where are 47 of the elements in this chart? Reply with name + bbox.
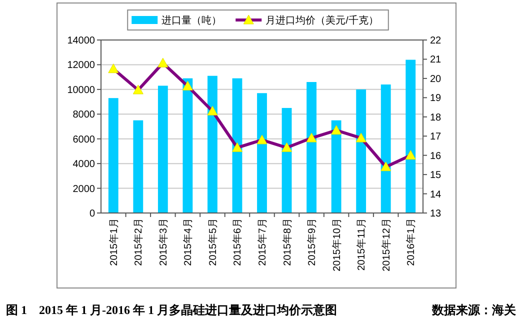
y-tick-label: 8000	[72, 110, 96, 121]
y2-tick-label: 13	[430, 208, 442, 220]
bar	[232, 78, 242, 213]
bar	[182, 78, 193, 213]
y-tick-label: 6000	[72, 134, 96, 146]
x-tick-label: 2015年11月	[356, 218, 368, 271]
x-tick-label: 2015年5月	[206, 218, 219, 266]
x-tick-label: 2015年8月	[281, 218, 294, 266]
legend-label: 月进口均价（美元/千克）	[266, 14, 378, 26]
y2-tick-label: 22	[430, 36, 442, 46]
y2-tick-label: 20	[430, 74, 442, 85]
x-tick-label: 2015年12月	[380, 218, 392, 272]
text: 图 1 2015 年 1 月-2016 年 1 月多晶硅进口量及进口均价示意图	[6, 303, 337, 317]
bar	[257, 93, 267, 213]
y-tick-label: 4000	[72, 159, 96, 170]
y2-tick-label: 14	[430, 189, 442, 200]
x-tick-label: 2015年4月	[182, 218, 194, 266]
y2-tick-label: 21	[430, 54, 442, 66]
y-tick-label: 12000	[67, 60, 96, 72]
y-tick-label: 14000	[67, 36, 96, 46]
y2-tick-label: 15	[430, 170, 442, 182]
source-note: 数据来源：海关	[431, 303, 517, 317]
x-tick-label: 2015年2月	[132, 218, 145, 266]
bar	[133, 120, 144, 213]
bar	[331, 120, 342, 213]
y-tick-label: 0	[89, 208, 96, 220]
x-tick-label: 2015年7月	[256, 218, 268, 266]
bar	[356, 89, 366, 213]
x-tick-label: 2015年1月	[108, 218, 120, 266]
x-tick-label: 2015年10月	[330, 218, 343, 272]
y-tick-label: 10000	[67, 84, 96, 96]
bar	[306, 82, 316, 213]
legend-label: 进口量（吨）	[162, 14, 222, 26]
y2-tick-label: 16	[430, 150, 442, 162]
y2-tick-label: 19	[430, 93, 442, 104]
bar	[208, 76, 218, 213]
x-tick-label: 2016年1月	[405, 218, 418, 266]
x-tick-label: 2015年9月	[306, 218, 318, 266]
bar	[108, 98, 118, 213]
bar	[158, 86, 168, 213]
y2-tick-label: 17	[430, 132, 442, 143]
x-tick-label: 2015年6月	[232, 218, 244, 266]
y2-tick-label: 18	[430, 112, 442, 124]
x-tick-label: 2015年3月	[157, 218, 170, 266]
bar	[406, 60, 416, 213]
y-tick-label: 2000	[72, 184, 96, 195]
bar	[380, 84, 391, 213]
